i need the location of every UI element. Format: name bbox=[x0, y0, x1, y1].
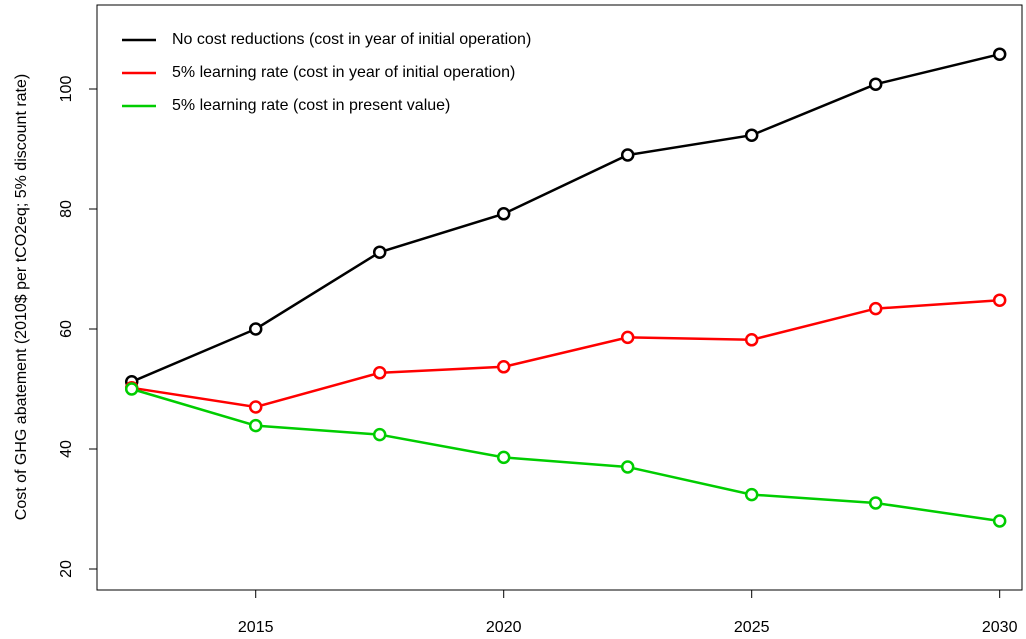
y-tick-label: 100 bbox=[58, 76, 75, 103]
series-line bbox=[131, 387, 1000, 523]
y-tick-label: 80 bbox=[58, 200, 75, 218]
data-point bbox=[620, 460, 635, 474]
x-tick-label: 2030 bbox=[982, 619, 1018, 636]
plot-box bbox=[96, 4, 1023, 591]
data-point bbox=[744, 487, 759, 502]
y-tick-label: 40 bbox=[58, 440, 75, 458]
data-point bbox=[992, 47, 1007, 61]
series-line bbox=[131, 298, 1000, 409]
data-point bbox=[496, 360, 511, 374]
legend-label: 5% learning rate (cost in present value) bbox=[172, 97, 450, 114]
data-point bbox=[248, 322, 263, 336]
data-point bbox=[992, 293, 1007, 307]
legend-label: 5% learning rate (cost in year of initia… bbox=[172, 64, 515, 81]
data-point bbox=[372, 366, 387, 380]
data-point bbox=[868, 496, 883, 510]
y-axis-label: Cost of GHG abatement (2010$ per tCO2eq;… bbox=[13, 74, 30, 520]
data-point bbox=[868, 77, 883, 91]
data-point bbox=[496, 450, 511, 465]
data-point bbox=[372, 427, 387, 442]
data-point bbox=[744, 128, 759, 142]
series-line bbox=[131, 52, 1000, 383]
x-tick-label: 2015 bbox=[238, 619, 274, 636]
data-point bbox=[248, 400, 263, 414]
y-tick-label: 20 bbox=[58, 560, 75, 578]
data-point bbox=[868, 301, 883, 316]
x-tick-label: 2020 bbox=[486, 619, 522, 636]
y-tick-label: 60 bbox=[58, 320, 75, 338]
legend-label: No cost reductions (cost in year of init… bbox=[172, 31, 531, 48]
data-point bbox=[620, 330, 635, 345]
data-point bbox=[124, 382, 139, 396]
x-tick-label: 2025 bbox=[734, 619, 770, 636]
data-point bbox=[620, 148, 635, 162]
data-point bbox=[744, 333, 759, 347]
data-point bbox=[372, 245, 387, 259]
data-point bbox=[992, 514, 1007, 528]
data-point bbox=[248, 418, 263, 433]
data-point bbox=[496, 207, 511, 221]
